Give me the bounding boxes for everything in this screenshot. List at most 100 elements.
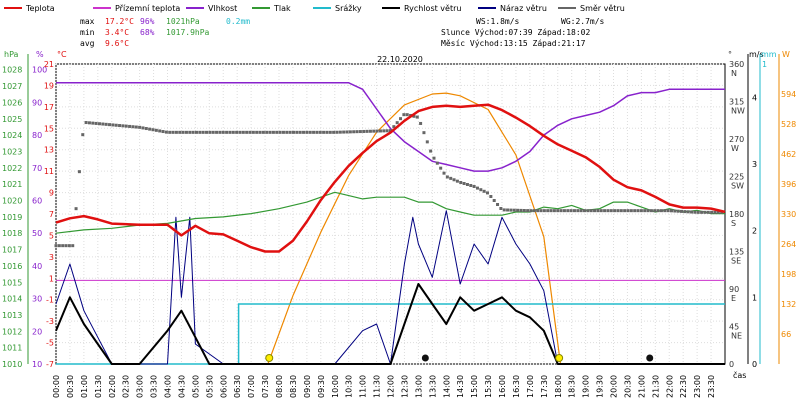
wind-dir-point [442,171,446,175]
wind-dir-point [235,130,239,134]
wind-dir-point [683,210,687,214]
tick-w: 396 [781,180,796,189]
wind-dir-point [455,179,459,183]
wind-dir-point [71,244,75,248]
stat-label: min [80,28,95,37]
stat-temp-avg: 9.6°C [105,39,129,48]
wind-dir-point [372,129,376,133]
tick-time: 03:00 [136,375,145,398]
tick-time: 05:00 [191,375,200,398]
wind-dir-point [181,130,185,134]
wind-dir-point [97,122,101,126]
moonrise-icon [421,354,429,362]
wind-dir-point [111,123,115,127]
wind-dir-point [556,209,560,213]
wind-dir-point [174,130,178,134]
wind-dir-point [315,130,319,134]
wind-dir-point [569,209,573,213]
wind-dir-point [77,170,81,174]
tick-time: 04:00 [164,375,173,398]
wind-dir-point [208,130,212,134]
wind-dir-point [342,130,346,134]
tick-degc: 21 [44,60,54,69]
tick-time: 12:00 [387,375,396,398]
wind-dir-point [716,210,720,214]
stat-temp-max: 17.2°C [105,17,134,26]
tick-wdir: 135 [729,248,744,257]
tick-time: 17:30 [540,375,549,398]
axis-ms-label: m/s [749,50,764,59]
wind-dir-point [512,208,516,212]
wind-dir-point [335,130,339,134]
wind-dir-point [382,129,386,133]
tick-wdir-compass: NE [731,332,742,341]
wind-dir-point [322,130,326,134]
tick-hpa: 1027 [2,82,22,91]
tick-time: 07:30 [261,375,270,398]
wind-dir-point [496,203,500,206]
tick-time: 04:30 [177,375,186,398]
tick-degc: 13 [44,146,54,155]
wind-dir-point [499,207,503,210]
wind-dir-point [566,209,570,213]
wind-dir-point [609,209,613,213]
tick-hpa: 1014 [2,295,22,304]
wind-dir-point [435,161,439,165]
tick-time: 05:30 [205,375,214,398]
wind-dir-point [231,130,235,134]
wind-dir-point [452,178,456,182]
wind-dir-point [121,124,125,128]
tick-time: 20:00 [610,375,619,398]
tick-hpa: 1015 [2,278,22,287]
tick-degc: 17 [44,103,54,112]
tick-pct: 70 [32,164,42,173]
tick-time: 13:30 [428,375,437,398]
tick-time: 13:00 [414,375,423,398]
tick-degc: -5 [46,339,54,348]
wind-dir-point [506,208,510,212]
wind-dir-point [562,209,566,213]
wind-dir-point [148,127,152,131]
wind-dir-point [305,130,309,134]
wind-dir-point [358,130,362,134]
wind-dir-point [469,184,473,187]
wind-dir-point [94,121,98,125]
wind-dir-point [472,185,476,188]
sunset-icon [555,354,564,362]
wind-dir-point [399,117,403,121]
wind-dir-point [502,208,506,212]
tick-time: 23:30 [707,375,716,398]
wind-dir-point [656,209,660,213]
tick-pct: 30 [32,295,42,304]
wind-dir-point [710,210,714,214]
wind-dir-point [385,129,389,133]
wind-dir-point [559,209,563,213]
wind-dir-point [405,113,409,117]
tick-w: 66 [781,330,791,339]
wind-dir-point [522,209,526,212]
wind-dir-point [201,130,205,134]
tick-time: 02:00 [108,375,117,398]
tick-degc: -7 [46,360,54,369]
wind-dir-point [285,130,289,134]
tick-time: 00:00 [52,375,61,398]
tick-hpa: 1019 [2,213,22,222]
tick-time: 00:30 [66,375,75,398]
legend-label: Srážky [335,4,362,13]
wind-dir-point [318,130,322,134]
wind-dir-point [298,130,302,134]
wind-dir-point [184,130,188,134]
wind-dir-point [589,209,593,213]
tick-time: 08:00 [275,375,284,398]
wind-dir-point [178,130,182,134]
tick-w: 132 [781,300,796,309]
tick-ms: 0 [752,360,757,369]
wind-dir-point [225,130,229,134]
wind-dir-point [124,124,128,128]
moonset-icon [646,354,654,362]
legend: Teplota Přízemní teplota Vlhkost Tlak Srážky… [4,4,625,13]
tick-time: 01:00 [80,375,89,398]
wind-dir-point [64,244,68,248]
tick-pct: 10 [32,360,42,369]
wind-dir-point [258,130,262,134]
